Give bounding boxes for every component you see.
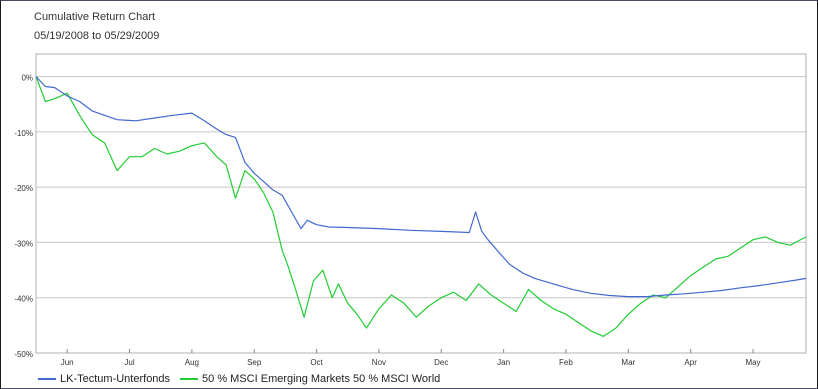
x-tick-label: Oct (310, 358, 323, 367)
x-tick-label: Mar (621, 358, 635, 367)
y-tick-label: -20% (14, 184, 33, 193)
chart-date-range: 05/19/2008 to 05/29/2009 (34, 30, 160, 42)
x-tick-label: Dec (434, 358, 448, 367)
series-line-lk-tectum (35, 76, 807, 298)
y-tick-label: -50% (14, 350, 33, 359)
x-tick-label: Nov (372, 358, 386, 367)
legend-label-lk-tectum: LK-Tectum-Unterfonds (60, 373, 171, 385)
chart-legend: LK-Tectum-Unterfonds 50 % MSCI Emerging … (38, 373, 450, 385)
series-line-msci (35, 76, 807, 337)
x-tick-label: Jan (497, 358, 510, 367)
chart-title: Cumulative Return Chart (34, 11, 156, 23)
x-tick-label: Aug (185, 358, 199, 367)
x-tick-label: Jun (61, 358, 74, 367)
legend-swatch-msci (180, 378, 199, 380)
legend-item-lk-tectum: LK-Tectum-Unterfonds (38, 373, 170, 385)
legend-label-msci: 50 % MSCI Emerging Markets 50 % MSCI Wor… (202, 373, 441, 385)
x-tick-label: Jul (124, 358, 134, 367)
x-tick-label: Sep (247, 358, 262, 367)
y-tick-label: 0% (21, 74, 33, 83)
plot-area (35, 53, 807, 354)
y-tick-label: -30% (14, 239, 33, 248)
y-tick-label: -40% (14, 295, 33, 304)
y-tick-label: -10% (14, 129, 33, 138)
x-tick-label: May (745, 358, 760, 367)
legend-item-msci: 50 % MSCI Emerging Markets 50 % MSCI Wor… (180, 373, 440, 385)
x-tick-label: Apr (684, 358, 697, 367)
legend-swatch-lk-tectum (38, 378, 56, 380)
x-tick-label: Feb (559, 358, 573, 367)
